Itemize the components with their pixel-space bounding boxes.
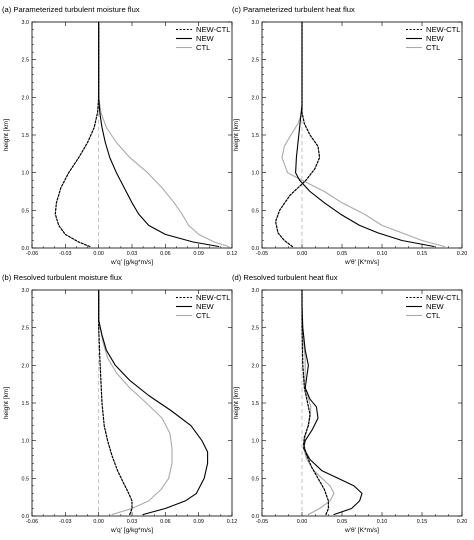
x-tick-label: 0.09	[193, 519, 204, 525]
panel-title: (d) Resolved turbulent heat flux	[232, 273, 338, 282]
legend-label: CTL	[426, 311, 440, 320]
panel-1: (a) Parameterized turbulent moisture flu…	[2, 5, 237, 266]
y-tick-label: 3.0	[22, 20, 30, 26]
y-tick-label: 1.5	[22, 133, 30, 139]
x-tick-label: 0.05	[337, 519, 348, 525]
x-tick-label: 0.06	[160, 519, 171, 525]
x-tick-label: 0.12	[227, 519, 238, 525]
y-tick-label: 1.0	[22, 439, 30, 445]
series-line-ctl	[281, 21, 445, 248]
x-tick-label: 0.20	[457, 519, 468, 525]
legend-label: NEW	[196, 34, 215, 43]
legend-label: NEW-CTL	[196, 25, 230, 34]
y-tick-label: 2.5	[22, 326, 30, 332]
y-tick-label: 1.5	[22, 401, 30, 407]
x-tick-label: 0.00	[297, 251, 308, 257]
series-line-new	[295, 21, 435, 248]
x-tick-label: 0.12	[227, 251, 238, 257]
panel-4: (d) Resolved turbulent heat flux-0.05 0.0…	[232, 273, 467, 534]
y-tick-label: 2.0	[22, 95, 30, 101]
y-tick-label: 1.0	[252, 439, 260, 445]
legend-label: NEW-CTL	[426, 293, 460, 302]
x-axis-label: w'θ' [K*m/s]	[344, 527, 379, 534]
y-tick-label: 3.0	[252, 288, 260, 294]
x-tick-label: 0.09	[193, 251, 204, 257]
x-tick-label: -0.05	[256, 519, 268, 525]
series-line-ctl	[98, 21, 230, 248]
y-tick-label: 2.0	[252, 363, 260, 369]
y-tick-label: 1.0	[252, 171, 260, 177]
panel-title: (b) Resolved turbulent moisture flux	[2, 273, 122, 282]
y-tick-label: 0.0	[22, 246, 30, 252]
y-tick-label: 2.5	[252, 326, 260, 332]
legend-label: NEW	[196, 302, 215, 311]
x-tick-label: 0.03	[127, 251, 138, 257]
legend-label: CTL	[196, 311, 210, 320]
legend-label: NEW-CTL	[426, 25, 460, 34]
series-line-new	[98, 21, 220, 248]
legend-label: CTL	[426, 43, 440, 52]
y-axis-label: height [km]	[3, 387, 10, 419]
x-axis-label: w'q' [g/kg*m/s]	[110, 259, 153, 266]
x-axis-label: w'q' [g/kg*m/s]	[110, 527, 153, 534]
x-tick-label: -0.06	[26, 251, 38, 257]
y-tick-label: 0.0	[252, 514, 260, 520]
x-tick-label: 0.00	[297, 519, 308, 525]
y-tick-label: 2.5	[22, 58, 30, 64]
legend-label: NEW	[426, 34, 445, 43]
y-tick-label: 2.5	[252, 58, 260, 64]
legend-label: NEW-CTL	[196, 293, 230, 302]
y-tick-label: 2.0	[252, 95, 260, 101]
y-tick-label: 0.5	[252, 208, 260, 214]
legend-label: CTL	[196, 43, 210, 52]
y-tick-label: 0.0	[252, 246, 260, 252]
y-tick-label: 0.5	[22, 476, 30, 482]
y-axis-label: height [km]	[233, 119, 240, 151]
x-tick-label: 0.10	[377, 519, 388, 525]
panel-2: (c) Parameterized turbulent heat flux -0.…	[232, 5, 467, 266]
y-tick-label: 1.0	[22, 171, 30, 177]
series-line-new-ctl	[275, 21, 321, 248]
x-tick-label: -0.05	[256, 251, 268, 257]
x-tick-label: -0.03	[59, 519, 71, 525]
y-tick-label: 1.5	[252, 133, 260, 139]
y-tick-label: 0.5	[252, 476, 260, 482]
legend-label: NEW	[426, 302, 445, 311]
series-line-new-ctl	[98, 289, 133, 516]
y-tick-label: 0.5	[22, 208, 30, 214]
series-line-new-ctl	[54, 21, 100, 248]
y-tick-label: 0.0	[22, 514, 30, 520]
y-axis-label: height [km]	[3, 119, 10, 151]
plot-frame	[261, 21, 463, 249]
y-axis-label: height [km]	[233, 387, 240, 419]
panel-3: (b) Resolved turbulent moisture flux -0.0…	[2, 273, 237, 534]
y-tick-label: 3.0	[22, 288, 30, 294]
x-tick-label: 0.03	[127, 519, 138, 525]
x-tick-label: 0.00	[93, 251, 104, 257]
series-line-new	[301, 289, 363, 516]
panel-title: (c) Parameterized turbulent heat flux	[232, 5, 355, 14]
series-line-ctl	[301, 289, 335, 516]
x-axis-label: w'θ' [K*m/s]	[344, 259, 379, 266]
series-line-new-ctl	[301, 289, 329, 516]
series-line-ctl	[98, 289, 173, 516]
series-line-new	[98, 289, 209, 516]
x-tick-label: -0.06	[26, 519, 38, 525]
y-tick-label: 1.5	[252, 401, 260, 407]
x-tick-label: -0.03	[59, 251, 71, 257]
x-tick-label: 0.00	[93, 519, 104, 525]
x-tick-label: 0.06	[160, 251, 171, 257]
x-tick-label: 0.15	[417, 519, 428, 525]
panel-title: (a) Parameterized turbulent moisture flu…	[2, 5, 140, 14]
x-tick-label: 0.10	[377, 251, 388, 257]
x-tick-label: 0.20	[457, 251, 468, 257]
x-tick-label: 0.15	[417, 251, 428, 257]
plot-frame	[31, 21, 233, 249]
x-tick-label: 0.05	[337, 251, 348, 257]
y-tick-label: 2.0	[22, 363, 30, 369]
plot-frame	[261, 289, 463, 517]
y-tick-label: 3.0	[252, 20, 260, 26]
